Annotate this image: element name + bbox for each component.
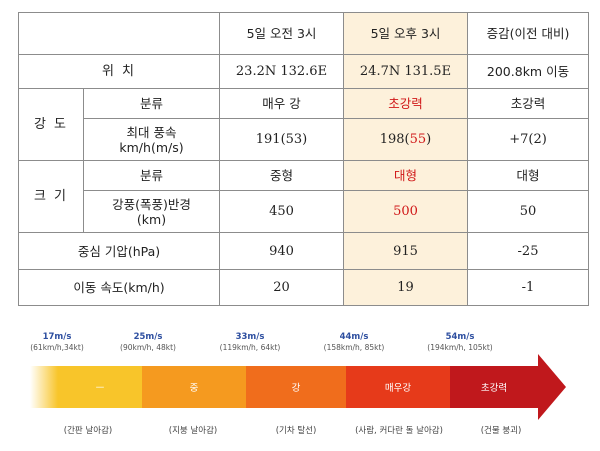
threshold-54: 54m/s (194km/h, 105kt) [418,332,502,353]
size-class-row: 크 기 분류 중형 대형 대형 [18,160,589,233]
threshold-44-speed: 44m/s [339,332,369,342]
category-medium: 중 [189,383,199,394]
desc-very-strong: (사람, 커다란 돌 날아감) [355,426,443,436]
header-empty-cell [18,12,220,55]
category-super-strong: 초강력 [480,383,508,394]
gale-radius-value-1: 450 [219,190,344,233]
location-change: 200.8km 이동 [467,54,589,89]
pressure-value-1: 940 [219,232,344,270]
threshold-54-detail: (194km/h, 105kt) [427,343,493,352]
threshold-44: 44m/s (158km/h, 85kt) [314,332,394,353]
max-wind-value-1: 191(53) [219,118,344,161]
arrow-segment-1 [58,366,142,408]
size-class-1: 중형 [219,160,344,191]
speed-value-2: 19 [343,269,468,306]
intensity-class-1: 매우 강 [219,88,344,119]
max-wind-row: 최대 풍속 km/h(m/s) 191(53) 198(55) +7(2) [19,118,589,161]
threshold-25-speed: 25m/s [133,332,163,342]
threshold-54-speed: 54m/s [445,332,475,342]
desc-medium: (지붕 날아감) [168,426,218,436]
header-change: 증감(이전 대비) [467,12,589,55]
threshold-17: 17m/s (61km/h,34kt) [22,332,92,353]
threshold-25: 25m/s (90km/h, 48kt) [110,332,186,353]
speed-label: 이동 속도(km/h) [18,269,220,306]
location-value-2: 24.7N 131.5E [343,54,468,89]
typhoon-info-table: 5일 오전 3시 5일 오후 3시 증감(이전 대비) 위 치 23.2N 13… [18,12,589,306]
speed-change: -1 [467,269,589,306]
arrow-segment-3 [246,366,346,408]
max-wind-value-2-ms: 55 [409,132,427,147]
gale-radius-label-line1: 강풍(폭풍)반경 [112,196,191,212]
max-wind-label: 최대 풍속 km/h(m/s) [83,118,220,161]
arrow-fade [30,366,58,408]
gale-radius-label-line2: (km) [136,211,167,227]
gale-radius-change: 50 [467,190,589,233]
gale-radius-value-2: 500 [343,190,468,233]
pressure-change: -25 [467,232,589,270]
threshold-17-detail: (61km/h,34kt) [30,343,84,352]
location-value-1: 23.2N 132.6E [219,54,344,89]
header-row: 5일 오전 3시 5일 오후 3시 증감(이전 대비) [18,12,589,55]
size-class-2: 대형 [343,160,468,191]
header-time-1: 5일 오전 3시 [219,12,344,55]
desc-tropical-storm: (간판 날아감) [63,426,113,436]
intensity-group-label: 강 도 [18,88,84,161]
threshold-33-detail: (119km/h, 64kt) [219,343,281,352]
threshold-25-detail: (90km/h, 48kt) [120,343,176,352]
threshold-33: 33m/s (119km/h, 64kt) [210,332,290,353]
max-wind-change: +7(2) [467,118,589,161]
arrow-segment-5 [450,354,566,420]
max-wind-value-2-end: ) [426,132,432,147]
speed-value-1: 20 [219,269,344,306]
gale-radius-label: 강풍(폭풍)반경 (km) [83,190,220,233]
category-tropical-storm: ㅡ [95,383,105,394]
desc-strong: (기차 탈선) [275,426,317,436]
intensity-class-change: 초강력 [467,88,589,119]
threshold-44-detail: (158km/h, 85kt) [323,343,385,352]
desc-super-strong: (건물 붕괴) [480,426,522,436]
speed-row: 이동 속도(km/h) 20 19 -1 [18,269,589,306]
pressure-row: 중심 기압(hPa) 940 915 -25 [18,232,589,270]
intensity-class-row: 강 도 분류 매우 강 초강력 초강력 [18,88,589,161]
threshold-33-speed: 33m/s [235,332,265,342]
arrow-segment-4 [346,366,450,408]
category-very-strong: 매우강 [384,383,412,394]
size-class-label: 분류 [83,160,220,191]
pressure-value-2: 915 [343,232,468,270]
gale-radius-row: 강풍(폭풍)반경 (km) 450 500 50 [19,190,589,233]
max-wind-value-2-main: 198( [379,132,410,147]
typhoon-intensity-scale: 17m/s (61km/h,34kt) 25m/s (90km/h, 48kt)… [0,318,600,451]
pressure-label: 중심 기압(hPa) [18,232,220,270]
intensity-class-2: 초강력 [343,88,468,119]
size-class-change: 대형 [467,160,589,191]
threshold-17-speed: 17m/s [42,332,72,342]
max-wind-value-2: 198(55) [343,118,468,161]
category-strong: 강 [291,383,301,394]
intensity-arrow [30,354,566,420]
intensity-class-label: 분류 [83,88,220,119]
max-wind-label-line2: km/h(m/s) [119,139,184,155]
max-wind-label-line1: 최대 풍속 [126,124,177,140]
header-time-2: 5일 오후 3시 [343,12,468,55]
location-row: 위 치 23.2N 132.6E 24.7N 131.5E 200.8km 이동 [18,54,589,89]
arrow-segment-2 [142,366,246,408]
size-group-label: 크 기 [18,160,84,233]
location-label: 위 치 [18,54,220,89]
